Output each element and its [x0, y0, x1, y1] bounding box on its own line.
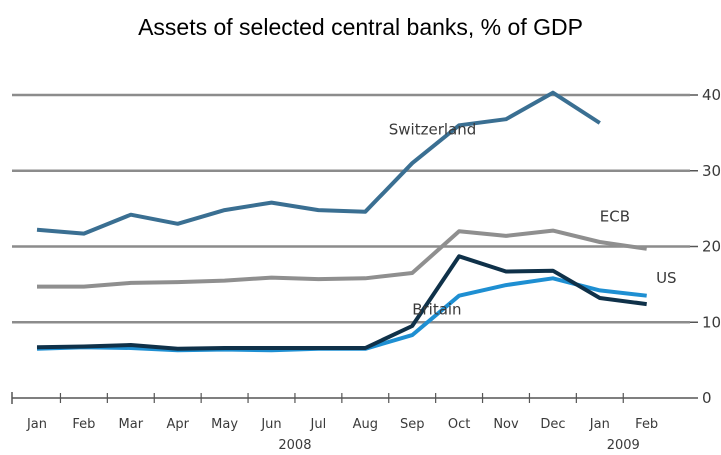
- chart-title: Assets of selected central banks, % of G…: [138, 14, 583, 40]
- x-tick-label: Aug: [353, 417, 378, 432]
- series-line-britain: [36, 254, 647, 351]
- y-tick-label: 10: [702, 313, 721, 331]
- x-tick-label: Oct: [448, 417, 470, 432]
- gridlines: [12, 93, 690, 324]
- series-label-us: US: [656, 269, 677, 287]
- series-label-britain: Britain: [412, 301, 461, 319]
- x-tick-label: Mar: [119, 417, 144, 432]
- year-label: 2008: [278, 438, 311, 453]
- series-label-switzerland: Switzerland: [389, 120, 477, 138]
- y-tick-label: 40: [702, 86, 721, 104]
- series-lines: [36, 90, 647, 353]
- x-tick-label: Dec: [540, 417, 565, 432]
- x-tick-label: Feb: [635, 417, 658, 432]
- y-tick-label: 30: [702, 162, 721, 180]
- x-tick-label: Jan: [589, 417, 610, 432]
- series-label-ecb: ECB: [600, 208, 630, 226]
- x-axis: Jan Feb Mar Apr May Jun Jul Aug Sep Oct Nov Dec Jan F…: [11, 392, 690, 453]
- series-labels: Switzerland ECB US Britain: [389, 120, 677, 318]
- y-axis: 0 10 20 30 40: [690, 86, 721, 407]
- x-tick-label: May: [211, 417, 238, 432]
- x-tick-label: Jun: [260, 417, 281, 432]
- x-tick-label: Apr: [166, 417, 189, 432]
- x-tick-label: Jan: [26, 417, 47, 432]
- x-tick-label: Nov: [493, 417, 519, 432]
- series-line-ecb: [37, 228, 647, 289]
- y-tick-label: 0: [702, 389, 712, 407]
- series-line-us: [36, 276, 647, 353]
- series-line-switzerland: [36, 90, 601, 236]
- year-label: 2009: [607, 438, 640, 453]
- x-tick-label: Sep: [400, 417, 425, 432]
- y-tick-label: 20: [702, 238, 721, 256]
- x-tick-label: Jul: [310, 417, 327, 432]
- x-tick-label: Feb: [72, 417, 95, 432]
